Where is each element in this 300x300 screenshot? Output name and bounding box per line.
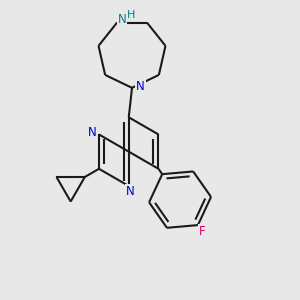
Text: N: N	[118, 14, 126, 26]
Text: N: N	[87, 126, 96, 139]
Text: N: N	[126, 185, 135, 198]
Text: N: N	[136, 80, 145, 93]
Text: F: F	[199, 225, 206, 238]
Text: H: H	[127, 10, 135, 20]
